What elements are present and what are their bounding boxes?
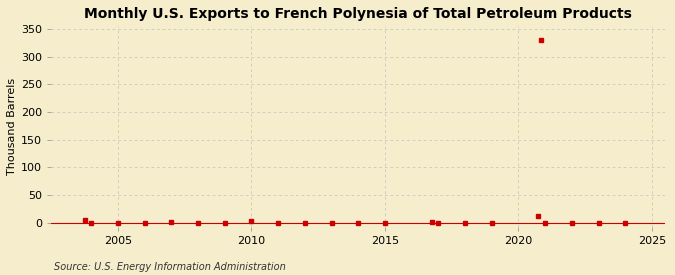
Y-axis label: Thousand Barrels: Thousand Barrels	[7, 78, 17, 175]
Title: Monthly U.S. Exports to French Polynesia of Total Petroleum Products: Monthly U.S. Exports to French Polynesia…	[84, 7, 632, 21]
Text: Source: U.S. Energy Information Administration: Source: U.S. Energy Information Administ…	[54, 262, 286, 272]
